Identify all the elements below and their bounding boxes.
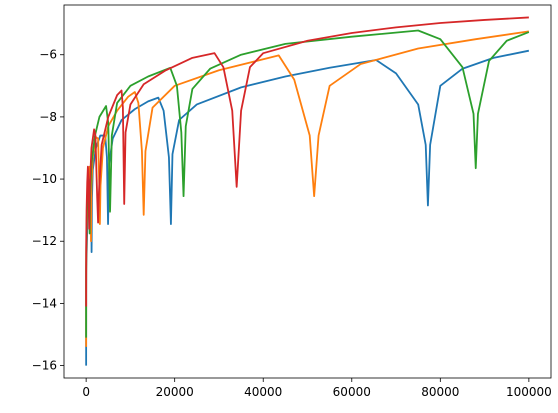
y-tick-label: −8: [39, 110, 57, 124]
y-tick-label: −6: [39, 48, 57, 62]
x-tick-label: 0: [82, 385, 90, 399]
series-line-4: [85, 16, 529, 307]
x-tick-label: 80000: [421, 385, 459, 399]
y-tick-label: −16: [32, 359, 57, 373]
x-tick-label: 40000: [244, 385, 282, 399]
series-layer: [85, 16, 530, 366]
y-axis: −16 −14 −12 −10 −8 −6: [32, 48, 64, 373]
plot-area: [64, 5, 551, 378]
x-tick-label: 100000: [506, 385, 552, 399]
plot-frame: [63, 4, 552, 379]
y-tick-label: −10: [32, 172, 57, 186]
y-tick-label: −14: [32, 296, 57, 310]
x-tick-label: 20000: [156, 385, 194, 399]
x-tick-label: 60000: [333, 385, 371, 399]
y-tick-label: −12: [32, 234, 57, 248]
x-axis: 0 20000 40000 60000 80000 100000: [82, 378, 552, 399]
